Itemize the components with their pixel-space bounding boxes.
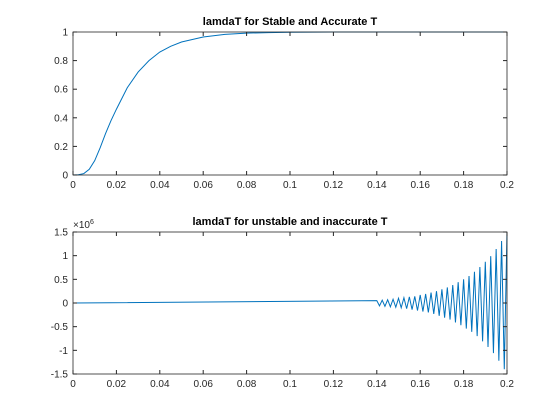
data-line (72, 231, 508, 370)
x-tick-label: 0.06 (193, 180, 213, 191)
chart-title: lamdaT for unstable and inaccurate T (193, 216, 388, 228)
y-tick-label: 0.4 (54, 113, 68, 124)
y-multiplier-base: ×10 (73, 220, 90, 231)
x-tick-label: 0.12 (324, 379, 344, 390)
y-multiplier: ×106 (73, 219, 94, 231)
y-tick-label: -1.5 (51, 370, 69, 381)
x-tick-label: 0.2 (500, 379, 514, 390)
y-multiplier-exponent: 6 (90, 219, 94, 226)
y-tick-label: 0 (62, 299, 68, 310)
x-tick-label: 0.14 (367, 379, 387, 390)
x-tick-label: 0.2 (500, 180, 514, 191)
x-tick-label: 0.14 (367, 180, 387, 191)
plot-area (73, 232, 507, 374)
axes-box (72, 231, 508, 375)
x-tick-label: 0.04 (150, 379, 170, 390)
x-tick-label: 0 (70, 180, 76, 191)
y-tick-label: 0.6 (54, 85, 68, 96)
x-tick-label: 0.02 (107, 379, 127, 390)
x-tick-label: 0.1 (283, 379, 297, 390)
y-tick-label: 1.5 (54, 228, 68, 239)
y-tick-label: 0.2 (54, 142, 68, 153)
x-tick-label: 0.08 (237, 180, 257, 191)
y-tick-label: 0.5 (54, 275, 68, 286)
y-tick-label: 1 (62, 28, 68, 39)
y-tick-label: 0.8 (54, 56, 68, 67)
x-tick-label: 0.1 (283, 180, 297, 191)
x-tick-label: 0.02 (107, 180, 127, 191)
chart-title: lamdaT for Stable and Accurate T (203, 16, 378, 28)
x-tick-label: 0 (70, 379, 76, 390)
y-tick-label: -0.5 (51, 322, 69, 333)
x-tick-label: 0.18 (454, 180, 474, 191)
y-tick-label: 0 (62, 171, 68, 182)
x-tick-label: 0.06 (193, 379, 213, 390)
x-tick-label: 0.08 (237, 379, 257, 390)
plot-area (73, 32, 507, 175)
x-tick-label: 0.16 (410, 180, 430, 191)
axes-box (72, 31, 508, 176)
y-tick-label: 1 (62, 251, 68, 262)
x-tick-label: 0.18 (454, 379, 474, 390)
x-tick-label: 0.16 (410, 379, 430, 390)
x-tick-label: 0.12 (324, 180, 344, 191)
x-tick-label: 0.04 (150, 180, 170, 191)
y-tick-label: -1 (59, 346, 68, 357)
